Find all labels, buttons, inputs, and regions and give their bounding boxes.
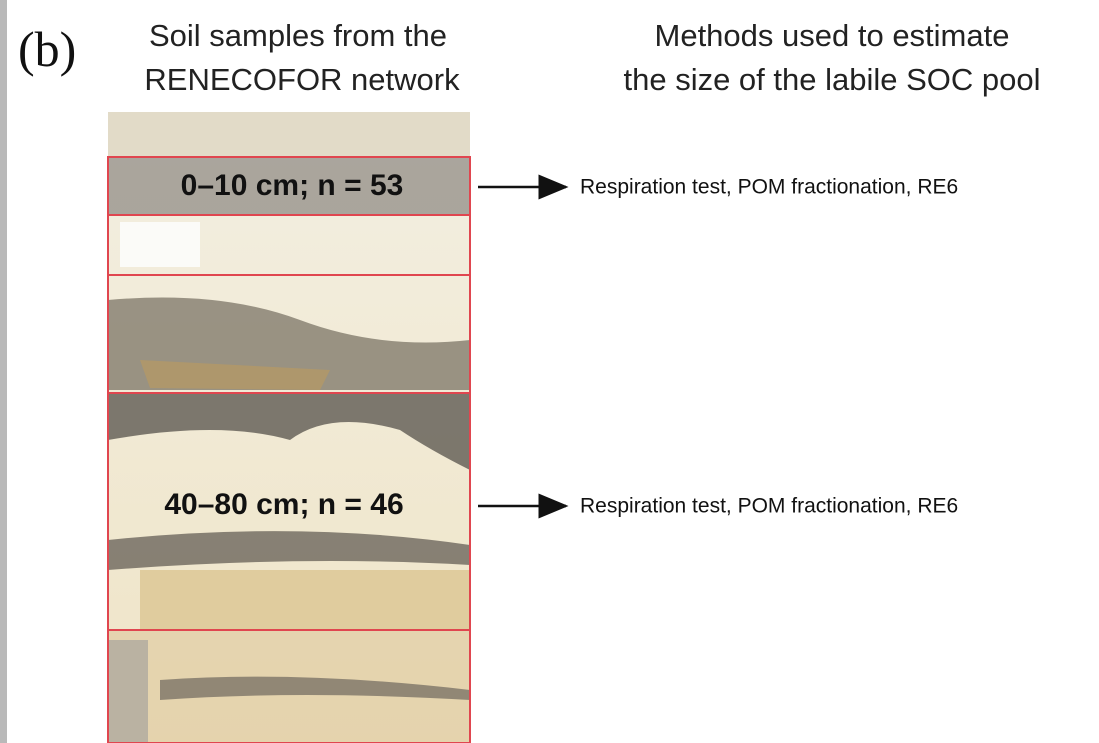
methods-text: Respiration test, POM fractionation, RE6 <box>580 176 958 199</box>
header-line: Soil samples from the <box>149 18 447 53</box>
sample-boxes <box>107 156 471 743</box>
soil-profile <box>108 112 470 743</box>
header-line: Methods used to estimate <box>655 18 1010 53</box>
methods-text: Respiration test, POM fractionation, RE6 <box>580 495 958 518</box>
panel-label: (b) <box>18 21 76 77</box>
left-border <box>0 0 7 743</box>
header-line: RENECOFOR network <box>144 62 460 97</box>
sample-label: 0–10 cm; n = 53 <box>181 169 404 202</box>
sample-label: 40–80 cm; n = 46 <box>164 488 403 521</box>
header-line: the size of the labile SOC pool <box>623 62 1040 97</box>
